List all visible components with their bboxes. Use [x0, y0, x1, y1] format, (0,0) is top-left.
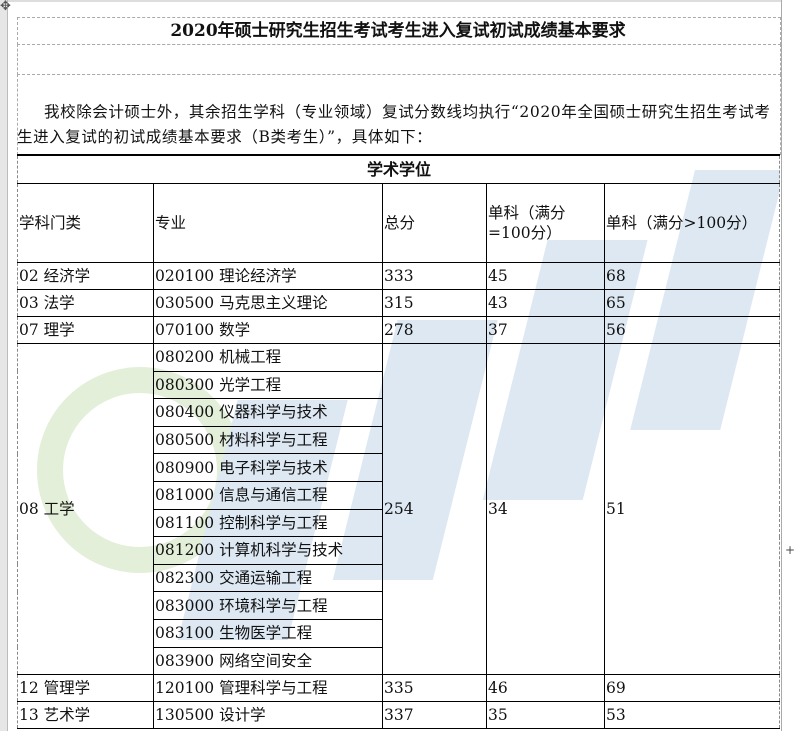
add-column-icon[interactable]: + — [785, 543, 796, 557]
cell-category: 07 理学 — [17, 316, 154, 344]
cell-major: 070100 数学 — [153, 316, 383, 344]
cell-sgt100: 65 — [604, 289, 780, 317]
table-row: 03 法学 030500 马克思主义理论 315 43 65 — [17, 289, 780, 317]
header-single-gt100: 单科（满分>100分） — [604, 183, 780, 263]
cell-s100: 43 — [486, 289, 605, 317]
score-table: 学术学位 学科门类 专业 总分 单科（满分=100分） 单科（满分>100分） … — [17, 154, 780, 730]
cell-major: 130500 设计学 — [153, 701, 383, 730]
cell-category: 02 经济学 — [17, 262, 154, 290]
header-single-100: 单科（满分=100分） — [486, 183, 605, 263]
cell-major: 080200 机械工程 — [153, 343, 383, 372]
cell-major: 080900 电子科学与技术 — [153, 453, 383, 482]
header-total: 总分 — [382, 183, 487, 263]
page-left-margin — [0, 0, 8, 731]
table-row: 13 艺术学 130500 设计学 337 35 53 — [17, 701, 780, 730]
cell-major: 120100 管理科学与工程 — [153, 674, 383, 703]
table-row-engineering: 080400 仪器科学与技术 — [18, 398, 780, 427]
table-row: 12 管理学 120100 管理科学与工程 335 46 69 — [17, 674, 780, 703]
table-row-engineering: 08 工学 080200 机械工程 254 34 51 — [17, 342, 780, 676]
cell-major: 080300 光学工程 — [153, 370, 383, 400]
cell-category: 03 法学 — [17, 289, 154, 317]
header-category: 学科门类 — [17, 183, 154, 263]
cell-major: 081100 控制科学与工程 — [153, 508, 383, 538]
cell-s100: 45 — [486, 262, 605, 290]
cell-category: 12 管理学 — [17, 674, 154, 703]
cell-total: 337 — [382, 701, 487, 730]
header-major: 专业 — [153, 183, 383, 263]
cell-s100: 35 — [486, 701, 605, 730]
cell-major: 080500 材料科学与工程 — [153, 425, 383, 455]
cell-total: 254 — [382, 342, 487, 676]
cell-category: 13 艺术学 — [17, 701, 154, 730]
cell-sgt100: 53 — [604, 701, 780, 730]
cell-major: 082300 交通运输工程 — [153, 563, 383, 593]
cell-major: 081000 信息与通信工程 — [153, 480, 383, 510]
cell-major: 030500 马克思主义理论 — [153, 289, 383, 317]
blank-cell-border — [17, 44, 781, 75]
intro-paragraph: 我校除会计硕士外，其余招生学科（专业领域）复试分数线均执行“2020年全国硕士研… — [17, 103, 771, 146]
document-title: 2020年硕士研究生招生考试考生进入复试初试成绩基本要求 — [170, 21, 626, 41]
table-row: 07 理学 070100 数学 278 37 56 — [17, 316, 780, 344]
cell-category: 08 工学 — [17, 342, 154, 676]
table-move-handle-icon[interactable]: ✥ — [0, 0, 11, 14]
table-row-engineering: 083000 环境科学与工程 — [18, 591, 780, 620]
cell-total: 333 — [382, 262, 487, 290]
page-right-margin — [781, 0, 796, 731]
table-row-engineering: 083100 生物医学工程 — [18, 618, 780, 648]
table-row-engineering: 083900 网络空间安全 — [18, 646, 780, 676]
cell-s100: 37 — [486, 316, 605, 344]
cell-total: 315 — [382, 289, 487, 317]
cell-sgt100: 56 — [604, 316, 780, 344]
intro-cell-border — [17, 74, 781, 155]
cell-total: 335 — [382, 674, 487, 703]
table-row-engineering: 081100 控制科学与工程 — [18, 508, 780, 538]
table-row-engineering: 080500 材料科学与工程 — [18, 425, 780, 455]
cell-sgt100: 69 — [604, 674, 780, 703]
cell-major: 020100 理论经济学 — [153, 262, 383, 290]
cell-major: 083900 网络空间安全 — [153, 646, 383, 676]
section-header: 学术学位 — [17, 154, 780, 184]
table-row-engineering: 081200 计算机科学与技术 — [18, 536, 780, 565]
cell-s100: 46 — [486, 674, 605, 703]
cell-major: 081200 计算机科学与技术 — [153, 536, 383, 565]
cell-major: 080400 仪器科学与技术 — [153, 398, 383, 427]
cell-sgt100: 51 — [604, 342, 780, 676]
cell-sgt100: 68 — [604, 262, 780, 290]
cell-major: 083000 环境科学与工程 — [153, 591, 383, 620]
table-row: 02 经济学 020100 理论经济学 333 45 68 — [17, 262, 780, 290]
cell-total: 278 — [382, 316, 487, 344]
cell-major: 083100 生物医学工程 — [153, 618, 383, 648]
table-row-engineering: 080300 光学工程 — [18, 370, 780, 400]
cell-s100: 34 — [486, 342, 605, 676]
page-top-edge — [0, 0, 796, 2]
